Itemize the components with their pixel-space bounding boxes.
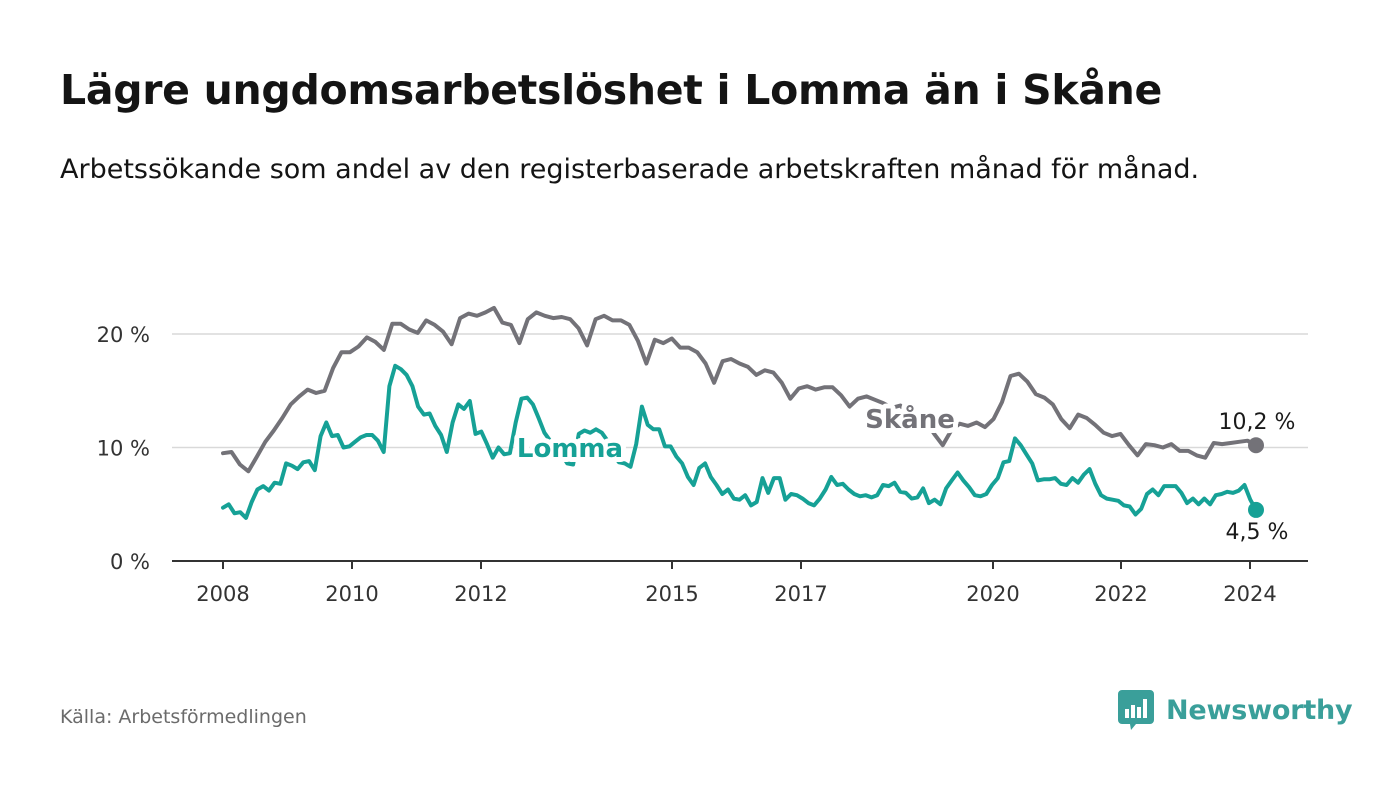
series-layer	[221, 305, 1264, 520]
series-name-halo: Lomma	[517, 434, 623, 464]
series-end-value-label: 10,2 %	[1219, 410, 1296, 435]
series-line-skane	[221, 305, 1258, 474]
series-end-marker	[1248, 501, 1264, 518]
bar-chart-speech-bubble-icon	[1118, 690, 1154, 730]
y-tick-label: 20 %	[97, 323, 150, 347]
axis-layer: 0 % 10 % 20 % 2008 2010 2012 2015 2017 2020 2022 2…	[97, 323, 1308, 606]
x-tick-label: 2012	[454, 582, 507, 606]
series-end-marker	[1248, 437, 1264, 454]
series-line-lomma	[221, 363, 1258, 520]
source-note: Källa: Arbetsförmedlingen	[60, 706, 307, 728]
y-tick-label: 10 %	[97, 437, 150, 461]
series-name-label: Skåne	[865, 403, 955, 435]
series-end-value-label: 4,5 %	[1226, 520, 1289, 545]
x-tick-label: 2010	[325, 582, 378, 606]
x-tick-label: 2008	[196, 582, 249, 606]
newsworthy-logo: Newsworthy	[1118, 690, 1353, 730]
grid-layer	[172, 333, 1308, 449]
x-tick-label: 2017	[774, 582, 827, 606]
x-tick-label: 2024	[1223, 582, 1276, 606]
x-tick-label: 2022	[1094, 582, 1147, 606]
series-name-label: Lomma	[517, 434, 623, 464]
x-tick-label: 2015	[645, 582, 698, 606]
x-tick-label: 2020	[966, 582, 1019, 606]
brand-name: Newsworthy	[1166, 694, 1353, 726]
page-subtitle: Arbetssökande som andel av den registerb…	[60, 154, 1200, 185]
series-name-halo: Skåne	[865, 403, 955, 435]
y-tick-label: 0 %	[110, 550, 150, 574]
page-title: Lägre ungdomsarbetslöshet i Lomma än i S…	[60, 66, 1163, 114]
